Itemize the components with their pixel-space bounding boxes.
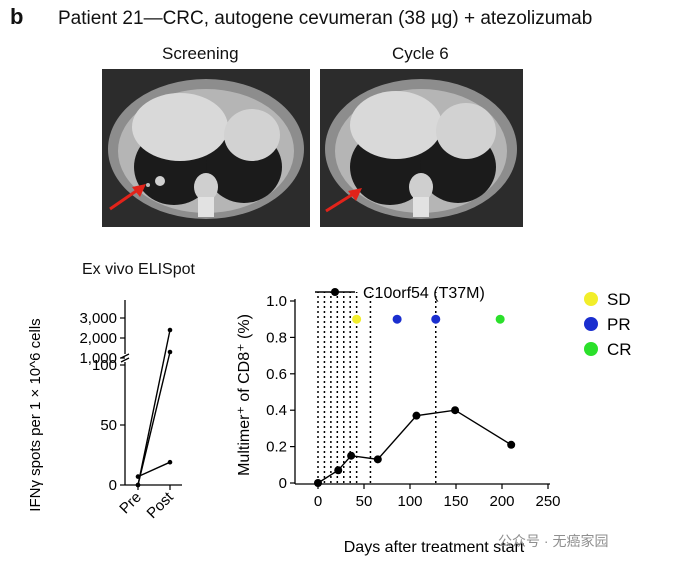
elispot-point (167, 327, 173, 333)
legend-label-cr: CR (607, 340, 632, 359)
multimer-y-tick-label: 0.2 (266, 439, 287, 456)
multimer-ylabel: Multimer⁺ of CD8⁺ (%) (236, 314, 253, 476)
watermark: 公众号 · 无癌家园 (498, 533, 609, 549)
multimer-xlabel: Days after treatment start (344, 539, 525, 556)
multimer-point (451, 406, 460, 415)
multimer-y-tick-label: 0.6 (266, 366, 287, 383)
legend-marker-cr (584, 342, 598, 356)
multimer-series-line (317, 409, 512, 484)
legend-marker-sd (584, 292, 598, 306)
elispot-point (167, 459, 173, 465)
series-legend-label: C10orf54 (T37M) (363, 285, 485, 302)
multimer-x-tick-label: 100 (397, 493, 422, 510)
multimer-point (412, 411, 421, 420)
elispot-y-tick-label: 50 (100, 417, 117, 434)
elispot-point (167, 349, 173, 355)
response-marker-pr (392, 314, 402, 324)
elispot-title: Ex vivo ELISpot (82, 261, 195, 278)
elispot-y-tick-label: 2,000 (79, 330, 117, 347)
elispot-y-tick-label: 0 (109, 477, 117, 494)
elispot-series-line (137, 351, 171, 486)
multimer-point (314, 479, 322, 487)
elispot-x-tick-label: Pre (116, 489, 145, 518)
response-marker-cr (495, 314, 505, 324)
elispot-series-line (137, 461, 171, 478)
ct-label-cycle6: Cycle 6 (392, 44, 449, 63)
elispot-ylabel: IFNγ spots per 1 × 10^6 cells (27, 318, 44, 511)
multimer-point (334, 466, 343, 475)
elispot-chart: IFNγ spots per 1 × 10^6 cells 0 50 1001,00… (27, 300, 182, 522)
multimer-x-tick-label: 150 (443, 493, 468, 510)
multimer-y-tick-label: 1.0 (266, 293, 287, 310)
ct-image-screening (102, 69, 310, 227)
multimer-point (373, 455, 382, 464)
multimer-x-tick-label: 0 (314, 493, 322, 510)
elispot-axis-break (120, 353, 130, 359)
legend-label-sd: SD (607, 290, 631, 309)
elispot-axis-break (120, 357, 130, 363)
multimer-y-tick-label: 0.8 (266, 329, 287, 346)
elispot-y-tick-label: 1,000 (79, 350, 117, 367)
figure-title: Patient 21—CRC, autogene cevumeran (38 µ… (58, 8, 593, 29)
response-marker-pr (431, 314, 441, 324)
panel-letter: b (10, 4, 24, 29)
elispot-series-line (137, 329, 171, 486)
legend-marker-pr (584, 317, 598, 331)
elispot-y-tick-label: 3,000 (79, 310, 117, 327)
multimer-x-tick-label: 200 (489, 493, 514, 510)
multimer-x-tick-label: 50 (356, 493, 373, 510)
multimer-chart: Multimer⁺ of CD8⁺ (%) Days after treatme… (236, 285, 632, 556)
multimer-y-tick-label: 0 (279, 475, 287, 492)
response-marker-sd (352, 314, 362, 324)
ct-image-cycle6 (320, 69, 523, 227)
legend-label-pr: PR (607, 315, 631, 334)
series-legend-marker (331, 288, 339, 296)
multimer-point (507, 440, 516, 449)
multimer-point (347, 451, 356, 460)
elispot-x-tick-label: Post (144, 488, 178, 522)
ct-label-screening: Screening (162, 44, 239, 63)
elispot-y-tick-label: 100 (92, 357, 117, 374)
multimer-y-tick-label: 0.4 (266, 402, 287, 419)
elispot-point (135, 474, 141, 479)
multimer-x-tick-label: 250 (535, 493, 560, 510)
